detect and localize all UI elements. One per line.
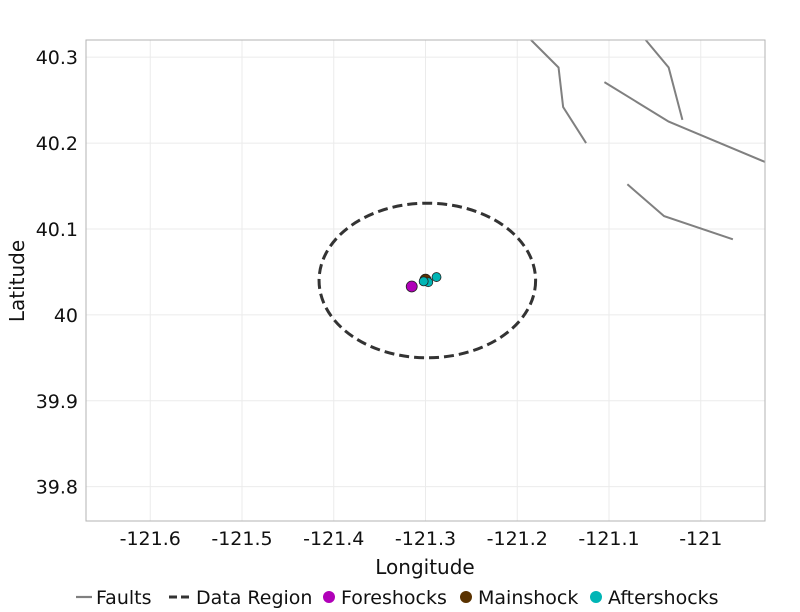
x-tick-label: -121.5	[211, 528, 272, 550]
grid-lines	[86, 40, 765, 521]
x-tick-label: -121.6	[120, 528, 181, 550]
legend-key-aftershocks	[590, 591, 602, 603]
legend: Faults Data Region Foreshocks Mainshock …	[76, 587, 719, 609]
legend-label-faults: Faults	[96, 587, 152, 609]
y-axis-ticks: 39.8 39.9 40 40.1 40.2 40.3	[36, 47, 78, 498]
y-tick-label: 39.8	[36, 477, 78, 499]
points-layer	[405, 272, 442, 293]
data-region-boundary	[317, 201, 538, 360]
y-tick-label: 40.3	[36, 47, 78, 69]
legend-label-mainshock: Mainshock	[478, 587, 578, 609]
plot-panel-border	[85, 39, 766, 522]
legend-key-foreshocks	[323, 591, 335, 603]
foreshocks-point	[405, 280, 418, 293]
x-tick-label: -121.2	[487, 528, 548, 550]
x-tick-label: -121.1	[578, 528, 639, 550]
aftershocks-point	[418, 276, 429, 287]
legend-label-data-region: Data Region	[196, 587, 312, 609]
fault-line	[644, 39, 684, 121]
faults-layer	[530, 39, 766, 241]
x-tick-label: -121.3	[395, 528, 456, 550]
y-axis-title: Latitude	[5, 240, 29, 322]
x-axis-title: Longitude	[375, 555, 474, 579]
legend-label-aftershocks: Aftershocks	[608, 587, 719, 609]
aftershocks-point	[431, 272, 442, 282]
x-axis-ticks: -121.6 -121.5 -121.4 -121.3 -121.2 -121.1 -121	[120, 528, 723, 550]
fault-line	[603, 81, 766, 163]
y-tick-label: 40	[54, 305, 78, 327]
fault-line	[626, 183, 734, 241]
y-tick-label: 40.1	[36, 219, 78, 241]
legend-key-mainshock	[460, 591, 472, 603]
data-region-layer	[317, 201, 538, 360]
y-tick-label: 39.9	[36, 391, 78, 413]
x-tick-label: -121	[679, 528, 722, 550]
legend-label-foreshocks: Foreshocks	[341, 587, 447, 609]
y-tick-label: 40.2	[36, 133, 78, 155]
fault-line	[530, 39, 587, 144]
x-tick-label: -121.4	[303, 528, 364, 550]
